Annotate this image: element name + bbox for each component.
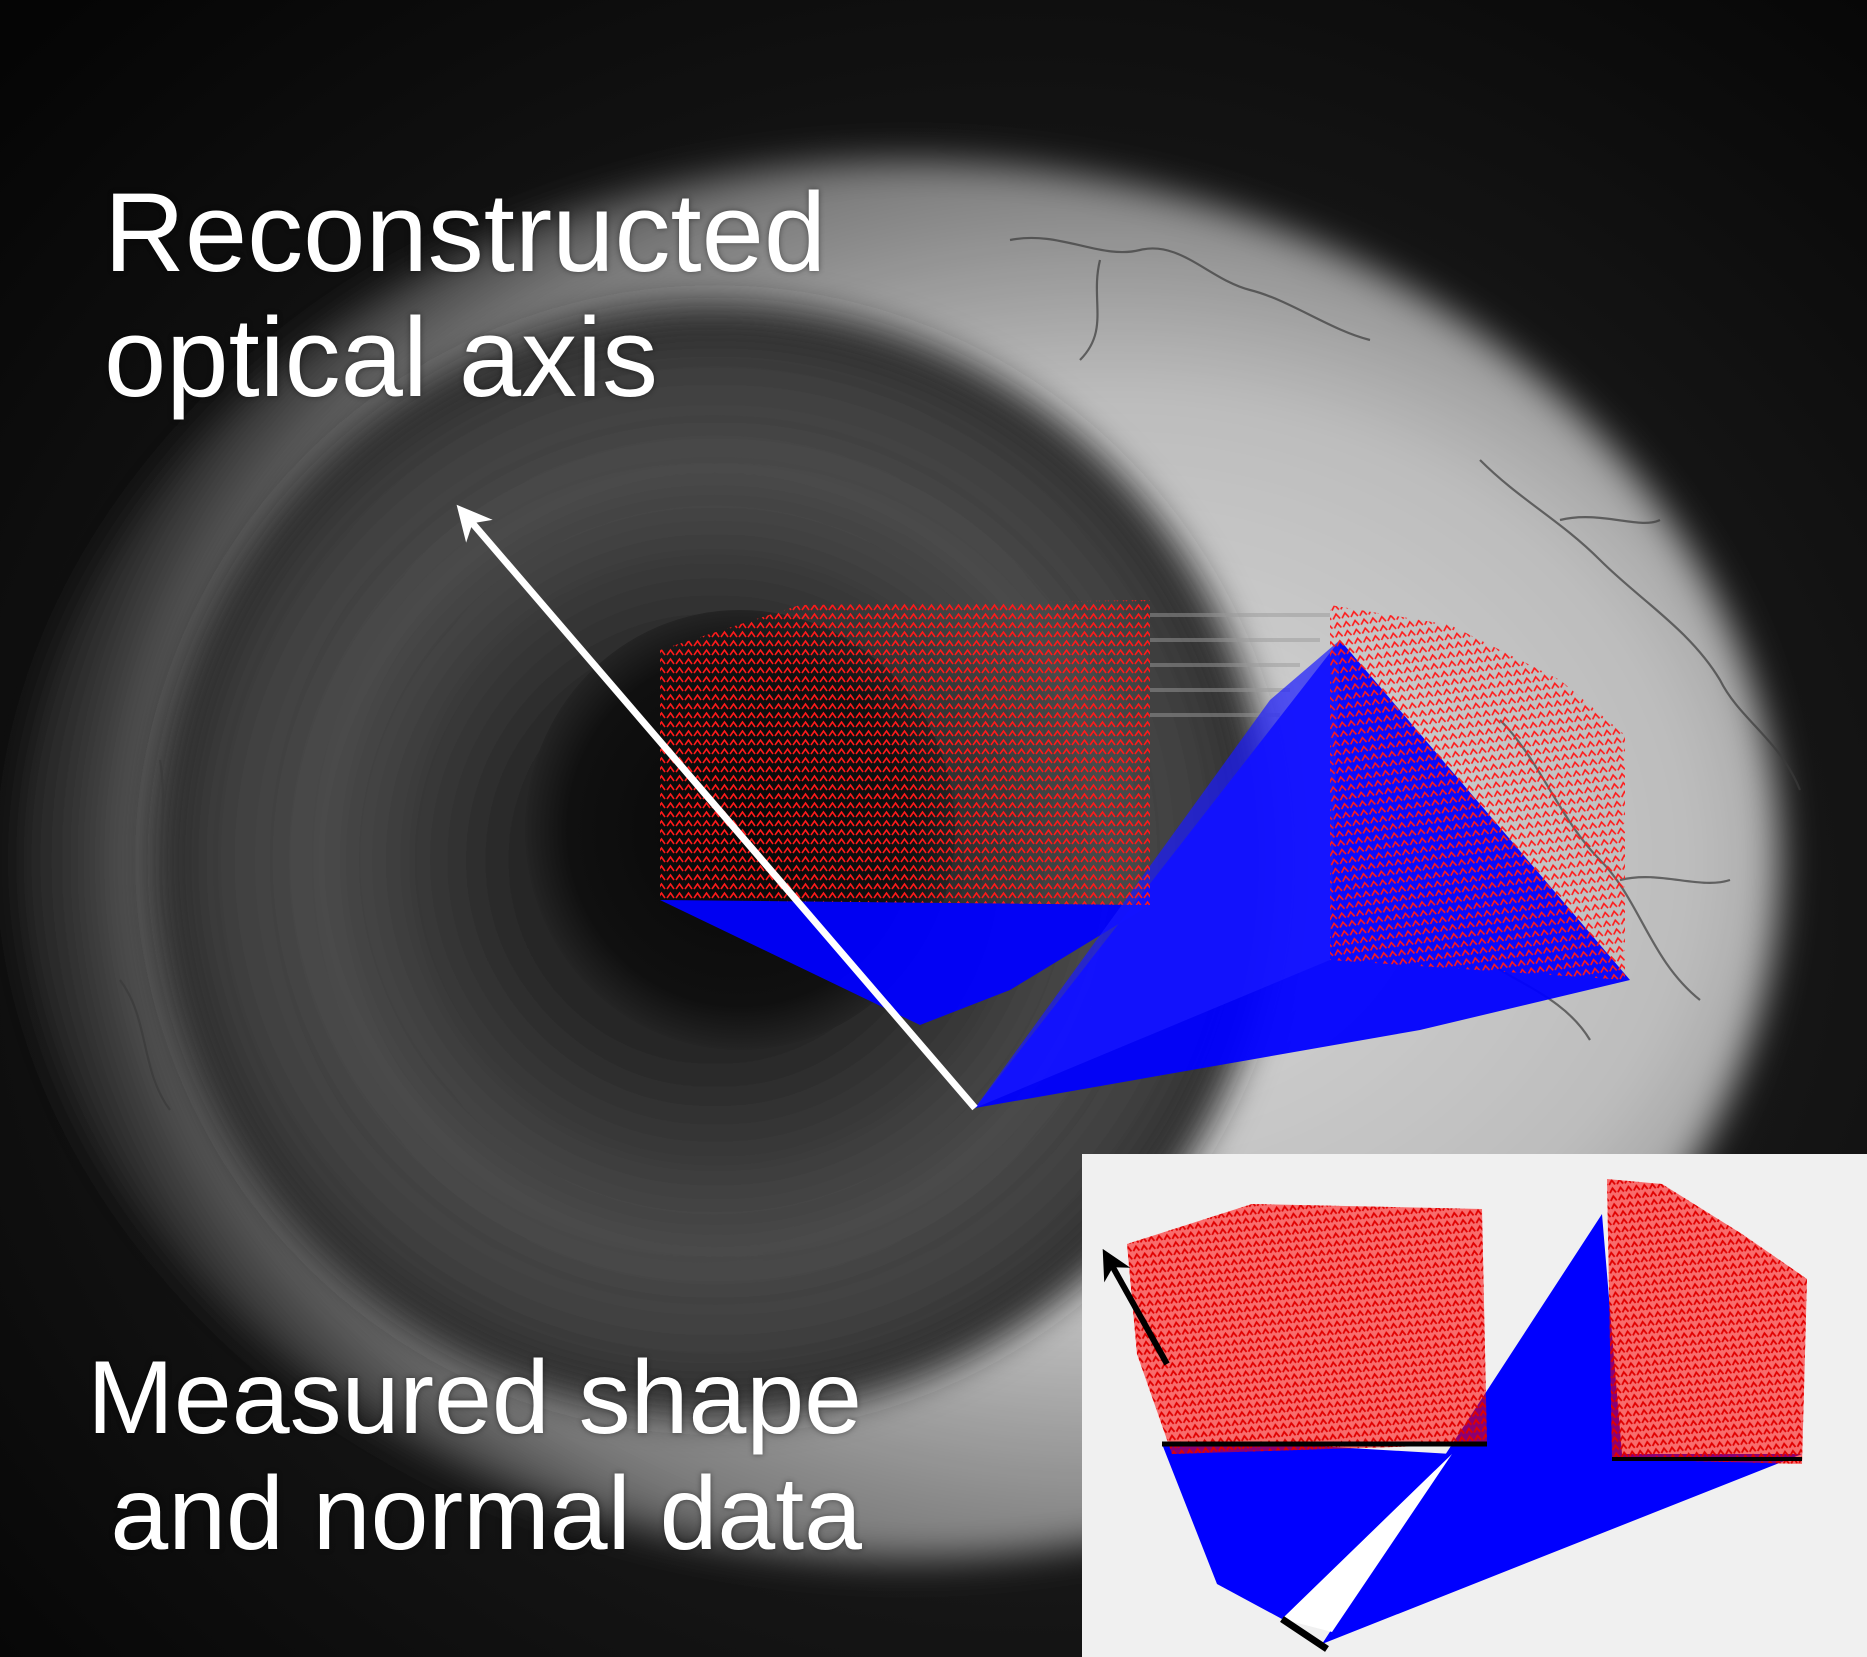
ray-fan-left <box>660 900 1150 1025</box>
scan-marks <box>1150 613 1330 717</box>
ray-fan-right-outer <box>975 640 1340 1108</box>
inset-axis-base <box>1280 1616 1329 1652</box>
inset-gap <box>1282 1454 1452 1632</box>
measured-data-label-line1: Measured shape <box>87 1340 862 1456</box>
inset-normals-right-grid <box>1607 1179 1807 1464</box>
inset-ray-fan-left <box>1162 1444 1452 1619</box>
optical-axis-label: Reconstructed optical axis <box>104 170 826 421</box>
optical-axis-label-line2: optical axis <box>104 295 659 421</box>
optical-axis-label-line1: Reconstructed <box>104 170 827 295</box>
inset-optical-axis-arrow <box>1102 1248 1170 1366</box>
normals-patch-right <box>1330 605 1625 980</box>
measured-data-label: Measured shape and normal data <box>87 1340 862 1573</box>
inset-normals-left-grid <box>1127 1204 1487 1454</box>
measured-data-label-line2: and normal data <box>110 1456 862 1573</box>
inset-ray-fan-right <box>1322 1214 1802 1644</box>
inset-plot <box>1082 1154 1867 1657</box>
optical-axis-arrow <box>456 504 978 1111</box>
normals-patch-left <box>660 600 1150 905</box>
